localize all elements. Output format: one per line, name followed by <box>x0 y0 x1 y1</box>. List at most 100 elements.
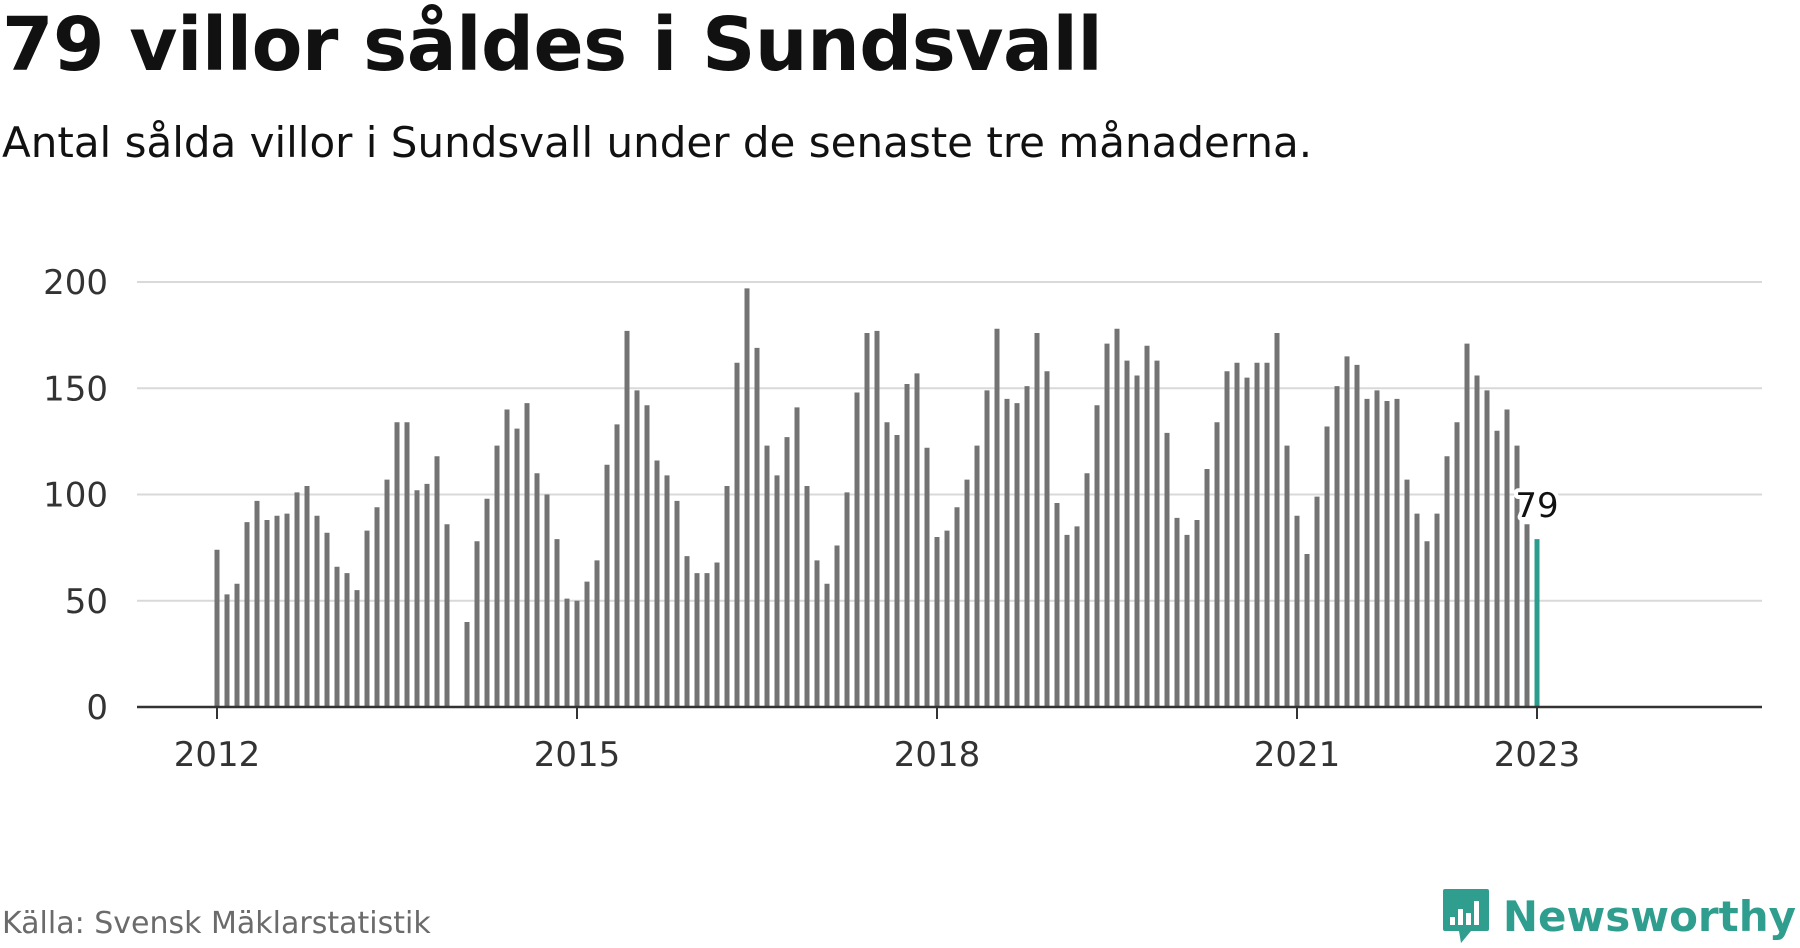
x-tick-label: 2021 <box>1254 735 1341 775</box>
bar <box>1014 403 1020 707</box>
bar <box>844 492 850 707</box>
bar <box>644 405 650 707</box>
bar <box>1084 473 1090 707</box>
bar <box>1324 426 1330 707</box>
bar <box>474 541 480 707</box>
bar <box>924 447 930 707</box>
bar <box>944 530 950 707</box>
bar <box>744 288 750 707</box>
bar <box>864 333 870 707</box>
bar <box>404 422 410 707</box>
bar <box>1514 445 1520 707</box>
bar <box>1164 432 1170 707</box>
bar <box>564 598 570 707</box>
bar <box>1394 398 1400 707</box>
bar <box>1484 390 1490 707</box>
bar <box>354 590 360 707</box>
bar <box>544 494 550 707</box>
bar <box>384 479 390 707</box>
bars <box>214 288 1540 707</box>
bar <box>1114 328 1120 707</box>
bar <box>834 545 840 707</box>
bar <box>1424 541 1430 707</box>
bar <box>584 581 590 707</box>
bar <box>1284 445 1290 707</box>
bar <box>264 520 270 707</box>
bar <box>1354 364 1360 707</box>
bar <box>574 600 580 707</box>
bar <box>1304 554 1310 707</box>
bar <box>514 428 520 707</box>
bar <box>1464 343 1470 707</box>
bar <box>1074 526 1080 707</box>
bar <box>704 573 710 707</box>
bar <box>534 473 540 707</box>
bar <box>1224 371 1230 707</box>
newsworthy-logo-icon <box>1442 889 1489 943</box>
bar <box>874 330 880 707</box>
highlight-value-label: 79 <box>1515 486 1558 526</box>
bar <box>1094 405 1100 707</box>
bar <box>934 537 940 707</box>
bar <box>1274 333 1280 707</box>
bar <box>684 556 690 707</box>
bar <box>1244 377 1250 707</box>
bar <box>1414 513 1420 707</box>
bar <box>304 486 310 707</box>
bar <box>1264 362 1270 707</box>
bar <box>694 573 700 707</box>
bar <box>714 562 720 707</box>
bar <box>464 622 470 707</box>
y-tick-label: 50 <box>65 582 108 622</box>
bar <box>1124 360 1130 707</box>
bar <box>824 583 830 707</box>
y-tick-label: 200 <box>43 263 108 303</box>
brand-name: Newsworthy <box>1502 891 1796 941</box>
y-tick-label: 100 <box>43 476 108 516</box>
bar <box>964 479 970 707</box>
bar <box>284 513 290 707</box>
bar <box>764 445 770 707</box>
bar <box>444 524 450 707</box>
bar <box>504 409 510 707</box>
bar <box>674 500 680 707</box>
bar <box>1444 456 1450 707</box>
bar <box>224 594 230 707</box>
bar <box>1144 345 1150 707</box>
bar-chart: 0 50 100 150 200 2012 2015 2018 2021 2023 79 <box>43 263 1762 775</box>
bar <box>1214 422 1220 707</box>
bar <box>754 347 760 707</box>
bar <box>424 483 430 707</box>
bar <box>984 390 990 707</box>
bar <box>894 435 900 707</box>
bar <box>1004 398 1010 707</box>
bar <box>774 475 780 707</box>
bar <box>994 328 1000 707</box>
bar <box>1154 360 1160 707</box>
bar <box>234 583 240 707</box>
bar <box>1364 398 1370 707</box>
bar <box>624 330 630 707</box>
data-labels: 79 <box>1511 482 1562 530</box>
bar <box>1404 479 1410 707</box>
bar <box>1524 524 1530 707</box>
bar <box>954 507 960 707</box>
bar <box>794 407 800 707</box>
bar <box>414 490 420 707</box>
bar <box>484 498 490 707</box>
chart-title: 79 villor såldes i Sundsvall <box>2 2 1103 88</box>
bar <box>364 530 370 707</box>
bar <box>394 422 400 707</box>
bar <box>1034 333 1040 707</box>
bar <box>344 573 350 707</box>
bar <box>1174 517 1180 707</box>
x-tick-label: 2012 <box>174 735 261 775</box>
bar <box>1064 534 1070 707</box>
bar <box>1434 513 1440 707</box>
bar <box>554 539 560 707</box>
bar <box>244 522 250 707</box>
bar <box>1384 401 1390 707</box>
bar <box>324 532 330 707</box>
bar <box>604 464 610 707</box>
bar <box>434 456 440 707</box>
